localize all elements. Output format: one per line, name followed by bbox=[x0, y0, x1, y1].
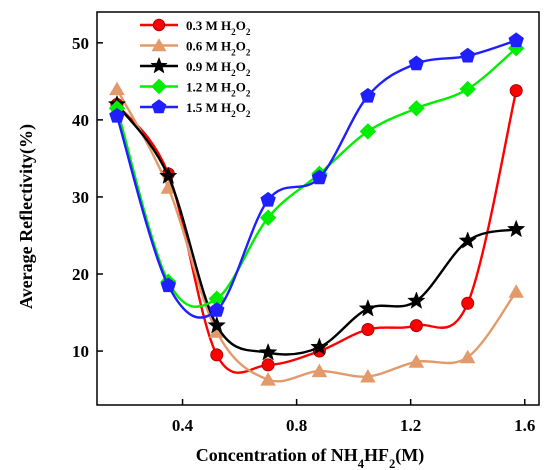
data-point bbox=[408, 354, 425, 368]
legend-item: 1.5 M H2O2 bbox=[140, 99, 251, 119]
data-point bbox=[260, 191, 276, 207]
data-point bbox=[509, 84, 523, 98]
legend-marker bbox=[151, 99, 167, 114]
x-tick-label: 0.8 bbox=[286, 416, 307, 435]
data-point bbox=[361, 322, 375, 336]
data-point bbox=[159, 166, 178, 184]
data-point bbox=[408, 100, 425, 117]
data-point bbox=[160, 277, 176, 293]
data-point bbox=[261, 358, 275, 372]
data-point bbox=[311, 169, 328, 185]
data-point bbox=[461, 296, 475, 310]
legend-item: 0.3 M H2O2 bbox=[140, 18, 251, 37]
series-1 bbox=[110, 84, 523, 374]
y-tick-label: 30 bbox=[72, 188, 89, 207]
legend-marker bbox=[152, 18, 166, 32]
y-tick-label: 50 bbox=[72, 34, 89, 53]
data-point bbox=[508, 32, 524, 48]
series-3 bbox=[107, 94, 526, 361]
data-point bbox=[460, 47, 476, 63]
legend-marker bbox=[151, 38, 167, 52]
data-point bbox=[407, 291, 426, 309]
axis-layer: 0.4 0.8 1.2 1.6 10 20 30 40 50 bbox=[72, 34, 535, 435]
data-point bbox=[260, 372, 276, 386]
data-point bbox=[409, 319, 423, 333]
data-point bbox=[210, 348, 224, 362]
y-axis-title: Average Reflectivity(%) bbox=[16, 124, 37, 309]
x-tick-label: 0.4 bbox=[172, 416, 194, 435]
data-point bbox=[459, 80, 476, 98]
data-point bbox=[258, 342, 278, 361]
y-tick-label: 20 bbox=[72, 265, 89, 284]
series-5 bbox=[109, 32, 524, 319]
series-line bbox=[115, 88, 518, 383]
data-point bbox=[109, 81, 125, 96]
legend-marker bbox=[151, 78, 167, 95]
data-point bbox=[360, 87, 376, 103]
data-point bbox=[358, 298, 378, 317]
data-point bbox=[209, 302, 225, 317]
series-layer bbox=[107, 32, 526, 386]
data-point bbox=[207, 315, 226, 334]
data-point bbox=[310, 337, 329, 356]
x-axis-title: Concentration of NH4HF2(M) bbox=[196, 445, 425, 470]
series-2 bbox=[109, 81, 524, 386]
legend-item: 0.9 M H2O2 bbox=[140, 56, 251, 78]
data-point bbox=[109, 107, 125, 123]
x-tick-label: 1.2 bbox=[400, 416, 421, 435]
data-point bbox=[459, 349, 476, 364]
legend-label: 1.5 M H2O2 bbox=[186, 100, 251, 119]
legend-label: 1.2 M H2O2 bbox=[186, 80, 251, 99]
legend-marker bbox=[150, 56, 168, 74]
data-point bbox=[311, 363, 328, 378]
legend-label: 0.3 M H2O2 bbox=[186, 18, 251, 37]
y-tick-label: 10 bbox=[72, 342, 89, 361]
data-point bbox=[360, 368, 376, 383]
data-point bbox=[506, 219, 526, 238]
x-tick-label: 1.6 bbox=[514, 416, 535, 435]
data-point bbox=[508, 284, 524, 298]
data-point bbox=[408, 55, 425, 71]
legend-label: 0.6 M H2O2 bbox=[186, 39, 251, 58]
plot-area-frame bbox=[96, 11, 540, 406]
data-point bbox=[458, 231, 477, 249]
series-line bbox=[116, 90, 518, 374]
data-point bbox=[259, 209, 277, 226]
legend-item: 1.2 M H2O2 bbox=[140, 78, 251, 99]
data-point bbox=[359, 123, 377, 140]
y-tick-label: 40 bbox=[72, 111, 89, 130]
series-line bbox=[116, 103, 517, 356]
legend-label: 0.9 M H2O2 bbox=[186, 59, 251, 78]
legend-item: 0.6 M H2O2 bbox=[140, 38, 251, 58]
